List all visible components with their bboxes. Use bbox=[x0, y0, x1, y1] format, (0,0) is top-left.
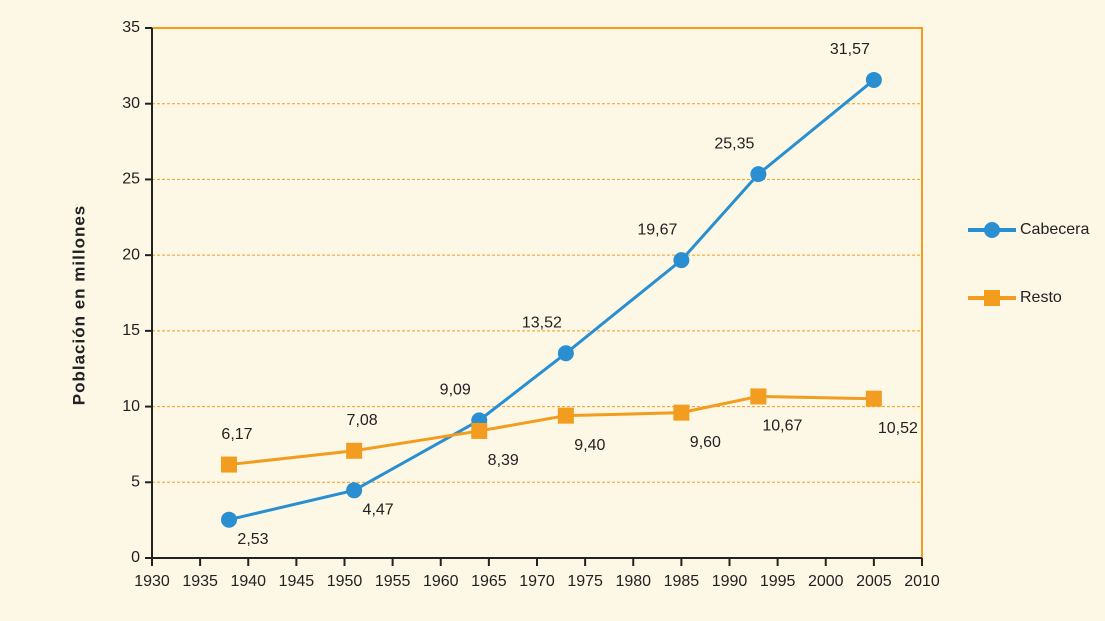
x-tick-label: 1950 bbox=[327, 573, 363, 590]
data-label: 31,57 bbox=[830, 41, 870, 58]
data-label: 9,09 bbox=[440, 382, 471, 399]
x-tick-label: 2005 bbox=[856, 573, 892, 590]
y-tick-label: 25 bbox=[122, 171, 140, 188]
data-label: 4,47 bbox=[363, 502, 394, 519]
legend-marker bbox=[984, 290, 1000, 306]
x-tick-label: 1975 bbox=[567, 573, 603, 590]
x-tick-label: 1955 bbox=[375, 573, 411, 590]
y-tick-label: 35 bbox=[122, 19, 140, 36]
marker bbox=[346, 482, 363, 499]
marker bbox=[221, 456, 237, 473]
marker bbox=[346, 442, 363, 459]
legend-label: Resto bbox=[1020, 289, 1062, 306]
data-label: 6,17 bbox=[221, 426, 252, 443]
legend-marker bbox=[984, 222, 1000, 238]
data-label: 13,52 bbox=[522, 314, 562, 331]
y-tick-label: 5 bbox=[131, 474, 140, 491]
y-axis-label: Población en millones bbox=[69, 205, 88, 405]
data-label: 10,52 bbox=[878, 420, 918, 437]
data-label: 9,60 bbox=[690, 434, 721, 451]
x-tick-label: 1945 bbox=[279, 573, 315, 590]
x-tick-label: 1935 bbox=[182, 573, 218, 590]
marker bbox=[221, 511, 237, 528]
marker bbox=[673, 252, 690, 269]
y-tick-label: 30 bbox=[122, 95, 140, 112]
x-tick-label: 1990 bbox=[712, 573, 748, 590]
data-label: 10,67 bbox=[762, 418, 802, 435]
marker bbox=[673, 404, 690, 421]
data-label: 2,53 bbox=[237, 531, 268, 548]
x-tick-label: 1970 bbox=[519, 573, 555, 590]
y-tick-label: 20 bbox=[122, 246, 140, 263]
data-label: 9,40 bbox=[574, 437, 605, 454]
y-tick-label: 10 bbox=[122, 398, 140, 415]
x-tick-label: 1995 bbox=[760, 573, 796, 590]
marker bbox=[750, 388, 767, 405]
x-tick-label: 2010 bbox=[904, 573, 940, 590]
marker bbox=[750, 166, 767, 183]
marker bbox=[865, 390, 882, 407]
data-label: 19,67 bbox=[637, 221, 677, 238]
x-tick-label: 2000 bbox=[808, 573, 844, 590]
marker bbox=[865, 71, 882, 88]
data-label: 25,35 bbox=[714, 135, 754, 152]
x-tick-label: 1940 bbox=[230, 573, 266, 590]
x-tick-label: 1960 bbox=[423, 573, 459, 590]
marker bbox=[557, 345, 574, 362]
data-label: 7,08 bbox=[347, 412, 378, 429]
data-label: 8,39 bbox=[488, 452, 519, 469]
marker bbox=[471, 422, 488, 439]
x-tick-label: 1980 bbox=[615, 573, 651, 590]
x-tick-label: 1965 bbox=[471, 573, 507, 590]
y-tick-label: 0 bbox=[131, 549, 140, 566]
y-tick-label: 15 bbox=[122, 322, 140, 339]
x-tick-label: 1985 bbox=[664, 573, 700, 590]
marker bbox=[557, 407, 574, 424]
x-tick-label: 1930 bbox=[134, 573, 170, 590]
legend-label: Cabecera bbox=[1020, 221, 1089, 238]
